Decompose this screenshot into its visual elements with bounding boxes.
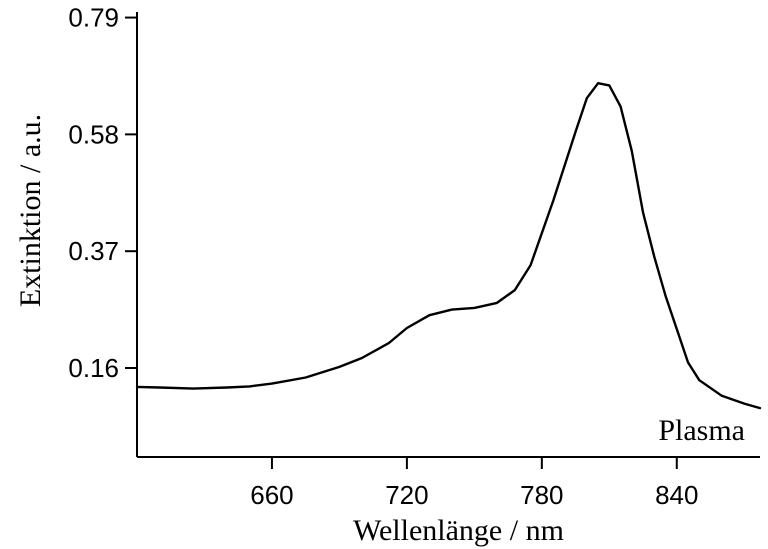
y-tick-label: 0.37 [68,236,119,266]
axes [136,12,760,458]
y-tick-label: 0.58 [68,119,119,149]
x-tick-label: 780 [520,480,563,510]
x-axis-title: Wellenlänge / nm [353,514,564,547]
x-tick-label: 660 [250,480,293,510]
ticks [125,16,678,469]
series-group [135,81,762,410]
series-line [135,81,762,410]
y-tick-label: 0.79 [68,3,119,33]
y-axis-title: Extinktion / a.u. [14,114,47,307]
tick-labels: 660 720 780 840 0.16 0.37 0.58 0.79 [68,3,698,510]
y-tick-label: 0.16 [68,353,119,383]
x-tick-label: 840 [655,480,698,510]
x-tick-label: 720 [385,480,428,510]
plasma-annotation: Plasma [658,414,745,447]
